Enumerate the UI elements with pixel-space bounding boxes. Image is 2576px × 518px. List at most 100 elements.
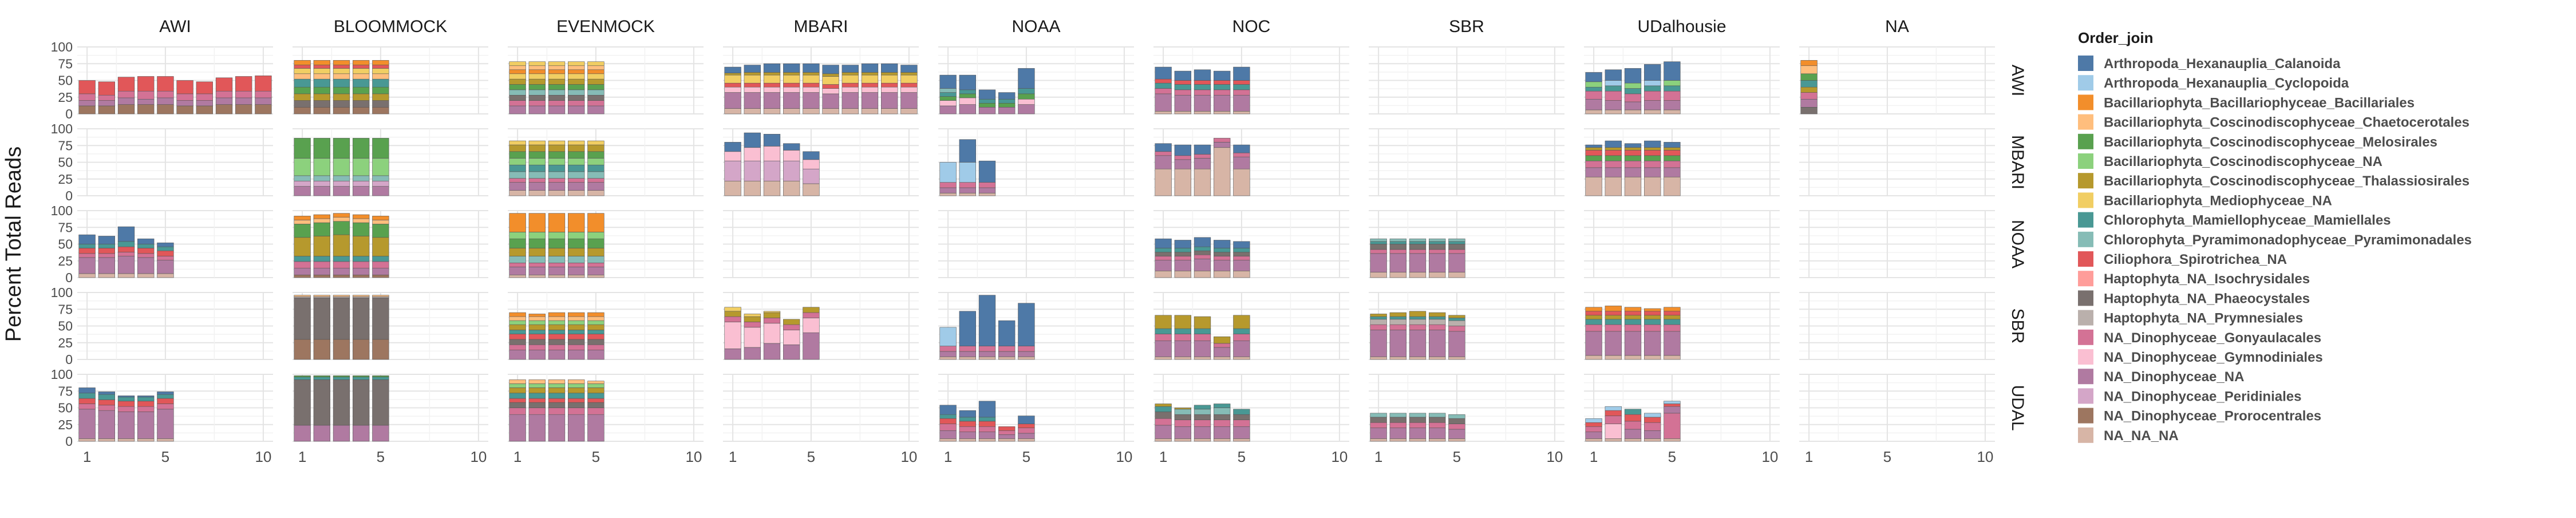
x-tick-label: 5 (377, 448, 385, 465)
bar-segment (803, 183, 820, 196)
bar-segment (1214, 84, 1231, 90)
bar-segment (1214, 336, 1231, 344)
bar-segment (763, 311, 781, 313)
bar-segment (333, 73, 350, 80)
bar-segment (1194, 94, 1211, 112)
bar-segment (117, 256, 135, 274)
bar-segment (568, 262, 585, 267)
bar-segment (372, 60, 389, 65)
legend-swatch (2078, 231, 2093, 247)
bar-segment (528, 402, 546, 408)
bar-segment (215, 77, 233, 92)
bar-segment (587, 94, 605, 101)
bar-segment (1174, 270, 1191, 278)
bar-segment (1429, 330, 1446, 357)
bar-segment (528, 171, 546, 179)
bar-segment (1370, 314, 1387, 317)
bar-segment (313, 180, 330, 187)
bar-segment (783, 72, 800, 76)
bar-segment (959, 357, 976, 360)
bar-segment (78, 393, 96, 399)
bar-segment (568, 339, 585, 345)
bar-segment (548, 334, 566, 340)
bar-segment (1214, 147, 1231, 196)
bar-segment (568, 387, 585, 394)
bar-segment (333, 138, 350, 159)
y-tick-label: 75 (58, 220, 73, 235)
bar-segment (333, 213, 350, 218)
bar-segment (1644, 150, 1661, 156)
bar-segment (568, 232, 585, 239)
bar-segment (548, 69, 566, 74)
bar-segment (313, 100, 330, 108)
bar-segment (137, 273, 155, 278)
facet-row-label: AWI (2008, 65, 2027, 97)
bar-segment (137, 406, 155, 412)
bar-segment (509, 398, 526, 403)
bar-segment (294, 93, 311, 101)
x-tick-label: 5 (592, 448, 600, 465)
bar-segment (1174, 84, 1191, 90)
bar-segment (294, 65, 311, 69)
bar-segment (548, 164, 566, 172)
bar-segment (1624, 160, 1642, 168)
bar-segment (1233, 84, 1250, 90)
bar-segment (1624, 109, 1642, 114)
bar-segment (1389, 324, 1406, 330)
bar-segment (1174, 328, 1191, 334)
bar-segment (763, 108, 781, 114)
bar-segment (548, 393, 566, 399)
bar-segment (1605, 410, 1622, 416)
bar-segment (157, 260, 174, 274)
legend-label: Bacillariophyta_Coscinodiscophyceae_Thal… (2104, 173, 2470, 189)
bar-segment (783, 330, 800, 345)
bar-segment (235, 90, 252, 98)
bar-segment (98, 105, 115, 114)
bar-segment (1644, 80, 1661, 86)
legend-label: NA_Dinophyceae_NA (2104, 369, 2244, 385)
bar-segment (861, 86, 879, 93)
bar-segment (98, 236, 115, 244)
bar-segment (568, 248, 585, 256)
bar-segment (294, 78, 311, 88)
bar-segment (313, 186, 330, 196)
bar-segment (528, 350, 546, 360)
bar-segment (1194, 270, 1211, 278)
bar-segment (587, 232, 605, 239)
bar-segment (587, 182, 605, 191)
bar-segment (1174, 408, 1191, 410)
bar-segment (803, 82, 820, 88)
bar-segment (548, 84, 566, 90)
x-tick-label: 10 (255, 448, 271, 465)
bar-segment (528, 151, 546, 159)
bar-segment (333, 275, 350, 278)
bar-segment (1624, 88, 1642, 94)
bar-segment (1370, 413, 1387, 418)
bar-segment (548, 105, 566, 114)
bar-segment (1214, 260, 1231, 271)
bar-segment (900, 86, 918, 93)
bar-segment (744, 147, 761, 161)
bar-segment (196, 100, 213, 106)
bar-segment (1233, 152, 1250, 157)
bar-segment (548, 89, 566, 96)
bar-segment (587, 61, 605, 66)
bar-segment (294, 73, 311, 80)
bar-segment (939, 96, 957, 101)
bar-segment (509, 334, 526, 340)
bar-segment (117, 397, 135, 402)
bar-segment (372, 78, 389, 88)
bar-segment (1624, 355, 1642, 360)
bar-segment (1194, 144, 1211, 155)
bar-segment (587, 158, 605, 165)
bar-segment (1644, 140, 1661, 148)
bar-segment (1155, 66, 1172, 80)
bar-segment (763, 180, 781, 196)
bar-segment (1800, 65, 1818, 74)
bar-segment (1155, 88, 1172, 94)
bar-segment (353, 100, 370, 108)
bar-segment (78, 409, 96, 439)
bar-segment (1370, 324, 1387, 330)
bar-segment (724, 73, 741, 76)
bar-segment (353, 78, 370, 88)
